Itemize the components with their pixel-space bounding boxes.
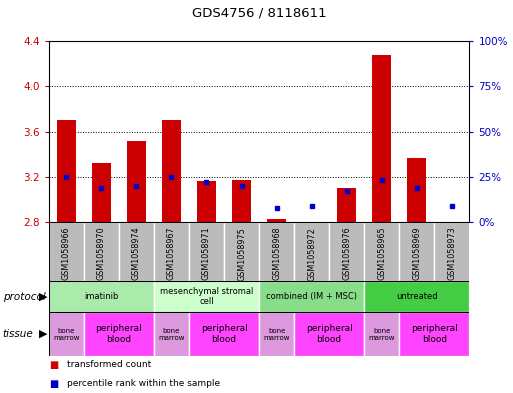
Bar (49, 222, 84, 281)
Text: peripheral
blood: peripheral blood (306, 324, 352, 344)
Bar (267, 219, 286, 222)
Text: GSM1058969: GSM1058969 (412, 227, 421, 280)
Text: GSM1058967: GSM1058967 (167, 227, 176, 280)
Text: percentile rank within the sample: percentile rank within the sample (67, 379, 220, 388)
Bar (189, 222, 224, 281)
Text: GDS4756 / 8118611: GDS4756 / 8118611 (192, 7, 326, 20)
Text: peripheral
blood: peripheral blood (95, 324, 142, 344)
Bar (372, 55, 391, 222)
Bar (127, 141, 146, 222)
Text: GSM1058970: GSM1058970 (97, 227, 106, 280)
Text: ■: ■ (49, 360, 58, 369)
Bar (337, 188, 357, 222)
Bar (189, 312, 259, 356)
Bar (294, 312, 364, 356)
Bar (259, 312, 294, 356)
Text: GSM1058975: GSM1058975 (237, 227, 246, 281)
Bar (364, 312, 399, 356)
Text: tissue: tissue (3, 329, 33, 339)
Bar (197, 182, 216, 222)
Bar (364, 281, 469, 312)
Text: ▶: ▶ (38, 329, 47, 339)
Text: GSM1058966: GSM1058966 (62, 227, 71, 280)
Bar (154, 281, 259, 312)
Text: peripheral
blood: peripheral blood (411, 324, 458, 344)
Bar (329, 222, 364, 281)
Text: peripheral
blood: peripheral blood (201, 324, 247, 344)
Bar (154, 222, 189, 281)
Text: bone
marrow: bone marrow (263, 327, 290, 341)
Bar (259, 281, 364, 312)
Bar (399, 222, 435, 281)
Text: transformed count: transformed count (67, 360, 151, 369)
Bar (162, 120, 181, 222)
Bar (224, 222, 259, 281)
Text: GSM1058972: GSM1058972 (307, 227, 316, 281)
Text: GSM1058971: GSM1058971 (202, 227, 211, 280)
Text: bone
marrow: bone marrow (53, 327, 80, 341)
Bar (407, 158, 426, 222)
Text: GSM1058968: GSM1058968 (272, 227, 281, 280)
Bar (232, 180, 251, 222)
Bar (294, 222, 329, 281)
Text: GSM1058973: GSM1058973 (447, 227, 457, 280)
Text: combined (IM + MSC): combined (IM + MSC) (266, 292, 357, 301)
Bar (259, 222, 294, 281)
Text: GSM1058976: GSM1058976 (342, 227, 351, 280)
Bar (92, 163, 111, 222)
Text: ▶: ▶ (38, 292, 47, 302)
Bar (435, 222, 469, 281)
Bar (84, 222, 119, 281)
Text: bone
marrow: bone marrow (368, 327, 395, 341)
Text: untreated: untreated (396, 292, 438, 301)
Bar (56, 120, 76, 222)
Text: protocol: protocol (3, 292, 45, 302)
Bar (399, 312, 469, 356)
Bar (154, 312, 189, 356)
Text: imatinib: imatinib (84, 292, 119, 301)
Text: ■: ■ (49, 379, 58, 389)
Text: GSM1058974: GSM1058974 (132, 227, 141, 280)
Bar (364, 222, 399, 281)
Bar (84, 312, 154, 356)
Bar (119, 222, 154, 281)
Text: GSM1058965: GSM1058965 (377, 227, 386, 280)
Text: mesenchymal stromal
cell: mesenchymal stromal cell (160, 287, 253, 307)
Bar (49, 281, 154, 312)
Text: bone
marrow: bone marrow (158, 327, 185, 341)
Bar (49, 312, 84, 356)
